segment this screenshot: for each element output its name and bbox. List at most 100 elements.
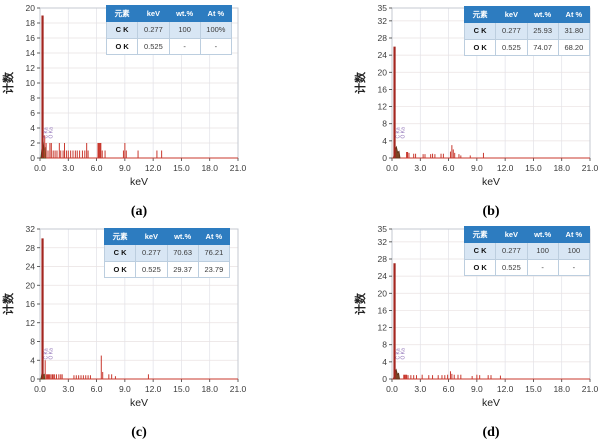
table-cell: - xyxy=(199,37,233,55)
svg-text:keV: keV xyxy=(482,176,500,188)
svg-text:0.0: 0.0 xyxy=(34,163,46,173)
svg-text:4: 4 xyxy=(30,123,35,133)
table-cell: O K xyxy=(103,260,137,278)
table-row: C K 0.277 25.93 31.80 xyxy=(463,22,591,40)
svg-text:计数: 计数 xyxy=(1,292,15,315)
svg-text:12: 12 xyxy=(378,323,388,333)
table-cell: O K xyxy=(105,37,139,55)
table-header-cell: wt.% xyxy=(526,225,559,244)
svg-text:0: 0 xyxy=(30,374,35,384)
caption-a: (a) xyxy=(130,204,148,219)
svg-text:6.0: 6.0 xyxy=(91,163,103,173)
svg-text:32: 32 xyxy=(26,224,36,234)
svg-text:0.0: 0.0 xyxy=(386,384,398,394)
table-row: C K 0.277 100 100% xyxy=(105,21,233,39)
svg-text:24: 24 xyxy=(26,262,36,272)
svg-text:15.0: 15.0 xyxy=(173,163,190,173)
table-header-cell: At % xyxy=(557,225,591,244)
svg-text:12.0: 12.0 xyxy=(497,384,514,394)
svg-text:3.0: 3.0 xyxy=(62,384,74,394)
svg-text:9.0: 9.0 xyxy=(471,384,483,394)
table-header-cell: wt.% xyxy=(526,5,559,24)
svg-text:9.0: 9.0 xyxy=(471,163,483,173)
svg-text:8: 8 xyxy=(382,340,387,350)
table-header-cell: At % xyxy=(199,4,233,23)
svg-text:4: 4 xyxy=(382,357,387,367)
table-header-cell: wt.% xyxy=(166,227,199,246)
eds-quant-table: 元素 keV wt.% At % C K 0.277 100 100 O K 0.525- - xyxy=(463,225,591,276)
svg-text:4: 4 xyxy=(382,136,387,146)
eds-quant-table: 元素 keV wt.% At % C K 0.277 25.93 31.80 O K 0.525 7… xyxy=(463,5,591,56)
table-cell: 0.525 xyxy=(137,37,170,55)
table-row: O K 0.525 74.07 68.20 xyxy=(463,38,591,56)
svg-text:32: 32 xyxy=(378,237,388,247)
svg-text:14: 14 xyxy=(26,48,36,58)
svg-text:28: 28 xyxy=(378,33,388,43)
table-cell: 68.20 xyxy=(557,38,591,56)
svg-text:21.0: 21.0 xyxy=(582,163,599,173)
svg-text:8: 8 xyxy=(382,119,387,129)
svg-text:计数: 计数 xyxy=(353,71,367,94)
table-header-cell: keV xyxy=(495,225,528,244)
svg-text:6.0: 6.0 xyxy=(91,384,103,394)
svg-text:O Ka: O Ka xyxy=(49,348,55,360)
svg-text:12: 12 xyxy=(26,63,36,73)
table-cell: C K xyxy=(103,244,137,262)
svg-text:12: 12 xyxy=(378,102,388,112)
table-header-cell: At % xyxy=(557,5,591,24)
table-header-cell: 元素 xyxy=(103,227,137,246)
table-row: C K 0.277 100 100 xyxy=(463,242,591,260)
svg-text:16: 16 xyxy=(378,305,388,315)
svg-text:O Ka: O Ka xyxy=(401,127,407,139)
panel-b: 0 4 8 12 16 20 24 28 32 35 0.0 3.0 6.0 9.0 12.0 15.0 18.… xyxy=(300,0,600,221)
svg-text:20: 20 xyxy=(378,288,388,298)
table-cell: C K xyxy=(463,22,497,40)
table-header-cell: At % xyxy=(197,227,231,246)
panel-c: 0 4 8 12 16 20 24 28 32 0.0 3.0 6.0 9.0 12.0 15.0 18.0 2… xyxy=(0,221,300,442)
svg-text:12.0: 12.0 xyxy=(145,163,162,173)
svg-text:21.0: 21.0 xyxy=(582,384,599,394)
svg-text:3.0: 3.0 xyxy=(62,163,74,173)
table-cell: 70.63 xyxy=(166,244,199,262)
svg-text:0: 0 xyxy=(382,153,387,163)
table-cell: 0.525 xyxy=(135,260,168,278)
svg-text:8: 8 xyxy=(30,337,35,347)
table-header-cell: 元素 xyxy=(463,225,497,244)
svg-text:18.0: 18.0 xyxy=(201,163,218,173)
panel-d: 0 4 8 12 16 20 24 28 32 35 0.0 3.0 6.0 9.0 12.0 15.0 18.… xyxy=(300,221,600,442)
svg-text:21.0: 21.0 xyxy=(230,384,247,394)
svg-text:16: 16 xyxy=(26,33,36,43)
table-row: O K 0.525 29.37 23.79 xyxy=(103,260,231,278)
table-cell: 100 xyxy=(557,242,591,260)
table-cell: 25.93 xyxy=(526,22,559,40)
svg-text:16: 16 xyxy=(378,84,388,94)
table-cell: 0.277 xyxy=(495,22,528,40)
table-cell: 100% xyxy=(199,21,233,39)
table-cell: 0.525 xyxy=(495,38,528,56)
table-cell: O K xyxy=(463,38,497,56)
svg-text:24: 24 xyxy=(378,271,388,281)
svg-text:3.0: 3.0 xyxy=(414,163,426,173)
caption-d: (d) xyxy=(482,425,500,440)
table-header-cell: keV xyxy=(495,5,528,24)
svg-text:15.0: 15.0 xyxy=(525,163,542,173)
svg-text:8: 8 xyxy=(30,93,35,103)
svg-text:9.0: 9.0 xyxy=(119,384,131,394)
table-cell: 0.277 xyxy=(137,21,170,39)
svg-text:keV: keV xyxy=(482,397,500,409)
svg-text:3.0: 3.0 xyxy=(414,384,426,394)
svg-text:12: 12 xyxy=(26,318,36,328)
svg-text:18.0: 18.0 xyxy=(553,163,570,173)
svg-text:6.0: 6.0 xyxy=(443,384,455,394)
table-header-cell: keV xyxy=(135,227,168,246)
table-header-cell: keV xyxy=(137,4,170,23)
svg-text:12.0: 12.0 xyxy=(145,384,162,394)
svg-text:O Ka: O Ka xyxy=(49,127,55,139)
table-cell: - xyxy=(168,37,201,55)
svg-text:24: 24 xyxy=(378,50,388,60)
table-cell: - xyxy=(557,258,591,276)
eds-table-d: 元素 keV wt.% At % C K 0.277 100 100 O K 0.525- - xyxy=(463,225,591,276)
table-cell: 0.277 xyxy=(135,244,168,262)
table-cell: C K xyxy=(463,242,497,260)
